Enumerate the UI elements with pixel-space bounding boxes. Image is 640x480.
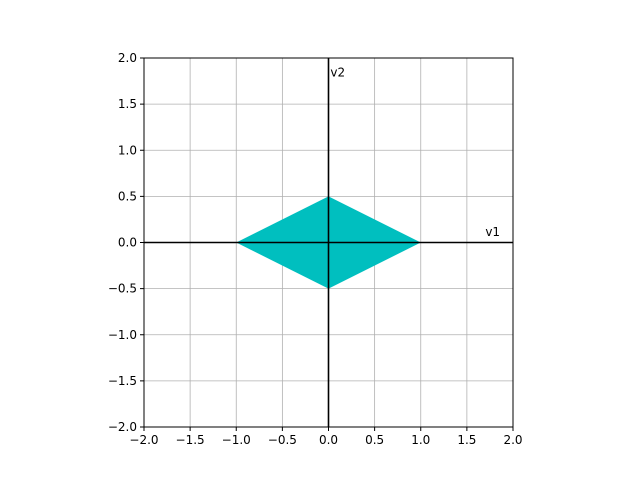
y-tick-label-5: 0.5 — [118, 189, 137, 203]
x-tick-label-7: 1.5 — [457, 433, 476, 447]
annotation-v2: v2 — [330, 65, 345, 79]
x-tick-label-1: −1.5 — [176, 433, 205, 447]
x-tick-label-6: 1.0 — [411, 433, 430, 447]
annotations: v1 v2 — [330, 65, 500, 239]
x-axis-ticks: −2.0 −1.5 −1.0 −0.5 0.0 0.5 1.0 1.5 2.0 — [129, 427, 523, 447]
y-tick-label-4: 0.0 — [118, 236, 137, 250]
x-tick-label-2: −1.0 — [222, 433, 251, 447]
y-tick-label-2: −1.0 — [108, 328, 137, 342]
x-tick-label-3: −0.5 — [268, 433, 297, 447]
x-tick-label-8: 2.0 — [503, 433, 522, 447]
y-axis-ticks: −2.0 −1.5 −1.0 −0.5 0.0 0.5 1.0 1.5 2.0 — [108, 51, 144, 434]
x-tick-label-5: 0.5 — [365, 433, 384, 447]
y-tick-label-3: −0.5 — [108, 282, 137, 296]
axis-lines — [144, 58, 513, 427]
annotation-v1: v1 — [485, 225, 500, 239]
x-tick-label-4: 0.0 — [319, 433, 338, 447]
x-tick-label-0: −2.0 — [129, 433, 158, 447]
y-tick-label-7: 1.5 — [118, 97, 137, 111]
y-tick-label-0: −2.0 — [108, 420, 137, 434]
y-tick-label-6: 1.0 — [118, 143, 137, 157]
y-tick-label-1: −1.5 — [108, 374, 137, 388]
y-tick-label-8: 2.0 — [118, 51, 137, 65]
